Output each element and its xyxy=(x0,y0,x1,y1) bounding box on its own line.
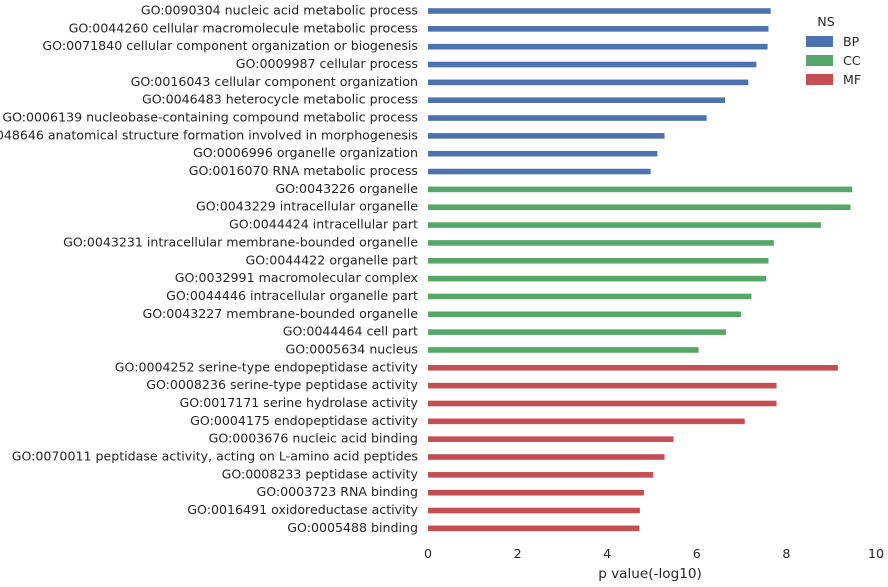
bar-bp xyxy=(428,43,768,50)
bar-mf xyxy=(428,454,665,460)
category-label: GO:0046483 heterocycle metabolic process xyxy=(142,92,418,107)
category-label: GO:0008236 serine-type peptidase activit… xyxy=(146,377,418,392)
category-label: GO:0043231 intracellular membrane-bounde… xyxy=(63,234,418,249)
bar-mf xyxy=(428,507,640,514)
x-tick-label: 6 xyxy=(693,546,701,561)
bar-bp xyxy=(428,168,651,175)
legend-swatch-bp xyxy=(806,36,833,47)
bar-cc xyxy=(428,329,726,335)
bar-cc xyxy=(428,347,699,353)
bar-cc xyxy=(428,275,767,282)
bar-bp xyxy=(428,26,769,32)
x-tick-label: 0 xyxy=(424,546,432,561)
bar-mf xyxy=(428,382,777,389)
legend-swatch-cc xyxy=(806,55,833,66)
category-label: GO:0032991 macromolecular complex xyxy=(175,270,419,285)
x-axis-ticks: 0 2 4 6 8 10 xyxy=(424,546,884,561)
bar-bp xyxy=(428,79,749,86)
category-label: GO:0009987 cellular process xyxy=(236,56,418,71)
category-labels: GO:0090304 nucleic acid metabolic proces… xyxy=(0,3,419,535)
category-label: GO:0044464 cell part xyxy=(283,324,418,339)
bar-cc xyxy=(428,257,769,264)
category-label: GO:0003676 nucleic acid binding xyxy=(209,431,418,446)
bars-layer xyxy=(428,8,853,532)
legend: NS BP CC MF xyxy=(806,14,861,87)
category-label: GO:0004175 endopeptidase activity xyxy=(190,413,418,428)
bar-bp xyxy=(428,150,658,157)
bar-bp xyxy=(428,115,707,121)
bar-cc xyxy=(428,186,853,193)
bar-mf xyxy=(428,489,644,496)
x-axis-label: p value(-log10) xyxy=(598,566,702,582)
bar-mf xyxy=(428,365,838,371)
bar-mf xyxy=(428,525,640,532)
category-label: GO:0017171 serine hydrolase activity xyxy=(180,395,419,410)
category-label: GO:0044260 cellular macromolecule metabo… xyxy=(69,20,418,35)
category-label: GO:0006996 organelle organization xyxy=(193,145,418,160)
legend-label-mf: MF xyxy=(843,72,861,87)
category-label: GO:0005634 nucleus xyxy=(286,341,418,356)
category-label: GO:0016491 oxidoreductase activity xyxy=(187,502,418,517)
bar-cc xyxy=(428,222,821,228)
bar-cc xyxy=(428,293,752,300)
category-label: GO:0090304 nucleic acid metabolic proces… xyxy=(141,3,418,18)
x-tick-label: 10 xyxy=(868,546,884,561)
category-label: GO:0048646 anatomical structure formatio… xyxy=(0,127,418,142)
x-tick-label: 4 xyxy=(603,546,611,561)
legend-label-cc: CC xyxy=(843,53,861,68)
bar-bp xyxy=(428,8,771,14)
category-label: GO:0016070 RNA metabolic process xyxy=(189,163,418,178)
category-label: GO:0004252 serine-type endopeptidase act… xyxy=(115,359,419,374)
category-label: GO:0006139 nucleobase-containing compoun… xyxy=(2,110,418,125)
bar-mf xyxy=(428,400,777,407)
bar-bp xyxy=(428,97,726,103)
category-label: GO:0044424 intracellular part xyxy=(229,217,418,232)
bar-cc xyxy=(428,311,742,318)
category-label: GO:0003723 RNA binding xyxy=(256,484,418,499)
category-label: GO:0008233 peptidase activity xyxy=(222,466,419,481)
category-label: GO:0070011 peptidase activity, acting on… xyxy=(12,449,418,464)
category-label: GO:0044422 organelle part xyxy=(246,252,419,267)
bar-mf xyxy=(428,418,745,425)
bar-cc xyxy=(428,204,851,211)
category-label: GO:0043226 organelle xyxy=(275,181,418,196)
category-label: GO:0016043 cellular component organizati… xyxy=(131,74,418,89)
category-label: GO:0005488 binding xyxy=(287,520,418,535)
bar-mf xyxy=(428,472,654,478)
category-label: GO:0044446 intracellular organelle part xyxy=(166,288,418,303)
bar-bp xyxy=(428,133,665,139)
legend-label-bp: BP xyxy=(843,34,860,49)
bar-cc xyxy=(428,240,774,246)
bar-bp xyxy=(428,61,757,68)
legend-title: NS xyxy=(817,14,834,29)
category-label: GO:0043227 membrane-bounded organelle xyxy=(143,306,419,321)
bar-mf xyxy=(428,436,674,442)
x-tick-label: 2 xyxy=(514,546,522,561)
category-label: GO:0043229 intracellular organelle xyxy=(196,199,418,214)
x-tick-label: 8 xyxy=(782,546,790,561)
legend-swatch-mf xyxy=(806,74,833,85)
category-label: GO:0071840 cellular component organizati… xyxy=(42,38,418,53)
